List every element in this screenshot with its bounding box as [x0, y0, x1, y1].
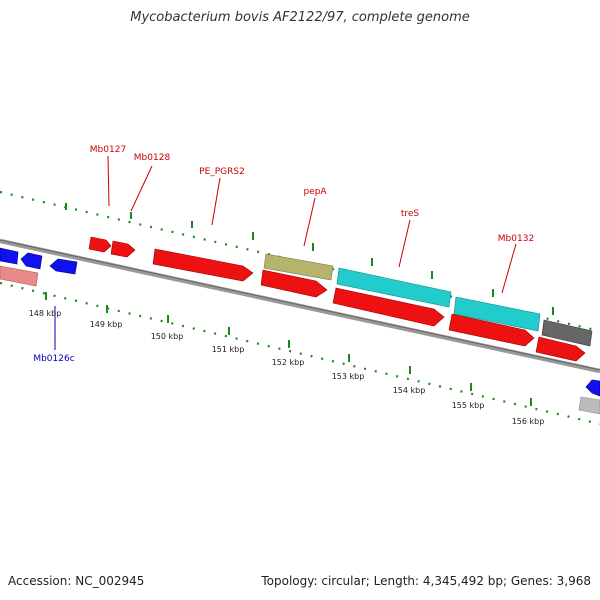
outer-tick-ring [0, 190, 600, 333]
label-pepa[interactable]: pepA [303, 187, 327, 197]
gene-reverse-lightgray[interactable] [578, 396, 600, 415]
leader-pepa [303, 197, 316, 247]
genome-summary-text: Topology: circular; Length: 4,345,492 bp… [261, 574, 591, 588]
label-mb0128[interactable]: Mb0128 [134, 153, 171, 163]
label-mb0132[interactable]: Mb0132 [498, 234, 534, 244]
gene-reverse-blue-1[interactable] [0, 247, 19, 265]
scale-label: 155 kbp [452, 401, 485, 410]
gene-tres[interactable] [336, 267, 452, 308]
backbone-line [0, 238, 600, 374]
leader-tres [398, 219, 411, 268]
gene-forward-red-1[interactable] [260, 269, 328, 298]
gene-mb0132[interactable] [453, 296, 541, 332]
label-mb0126c[interactable]: Mb0126c [33, 354, 74, 364]
genome-backbone [0, 238, 600, 374]
gene-mb0126c[interactable] [20, 252, 43, 270]
gene-mb0127[interactable] [88, 236, 112, 253]
gene-pe-pgrs2[interactable] [152, 248, 254, 282]
gene-forward-red-2[interactable] [332, 287, 445, 327]
scale-label: 148 kbp [29, 309, 62, 318]
scale-label: 150 kbp [151, 332, 184, 341]
scale-label: 152 kbp [272, 358, 305, 367]
forward-strand-genes [88, 236, 593, 362]
gene-reverse-blue-3[interactable] [49, 258, 78, 275]
scale-labels: 148 kbp 149 kbp 150 kbp 151 kbp 152 kbp … [29, 309, 545, 426]
scale-label: 151 kbp [212, 345, 245, 354]
gene-mb0128[interactable] [110, 240, 136, 258]
backbone-edge [0, 239, 600, 371]
gene-forward-red-3[interactable] [448, 313, 535, 347]
scale-label: 153 kbp [332, 372, 365, 381]
scale-label: 156 kbp [512, 417, 545, 426]
label-mb0127[interactable]: Mb0127 [90, 145, 126, 155]
minor-ticks-inner [0, 281, 600, 426]
accession-text: Accession: NC_002945 [8, 574, 145, 588]
label-pe-pgrs2[interactable]: PE_PGRS2 [199, 167, 245, 177]
leader-mb0132 [501, 243, 517, 294]
gene-pepa[interactable] [263, 253, 334, 281]
gene-reverse-blue-edge[interactable] [585, 379, 600, 397]
gene-label-leaders [54, 155, 517, 350]
scale-label: 149 kbp [90, 320, 123, 329]
gene-reverse-pink[interactable] [0, 265, 39, 287]
gene-forward-red-4[interactable] [535, 336, 586, 362]
gene-labels: Mb0127 Mb0128 PE_PGRS2 pepA treS Mb0132 … [33, 145, 534, 364]
label-tres[interactable]: treS [401, 209, 420, 219]
reverse-strand-genes [0, 247, 600, 415]
inner-tick-ring [0, 281, 600, 426]
leader-mb0128 [130, 165, 153, 212]
gene-gray-block[interactable] [541, 319, 593, 347]
leader-pe-pgrs2 [211, 177, 221, 226]
genome-title: Mycobacterium bovis AF2122/97, complete … [130, 10, 470, 25]
scale-label: 154 kbp [393, 386, 426, 395]
leader-mb0127 [107, 155, 110, 207]
